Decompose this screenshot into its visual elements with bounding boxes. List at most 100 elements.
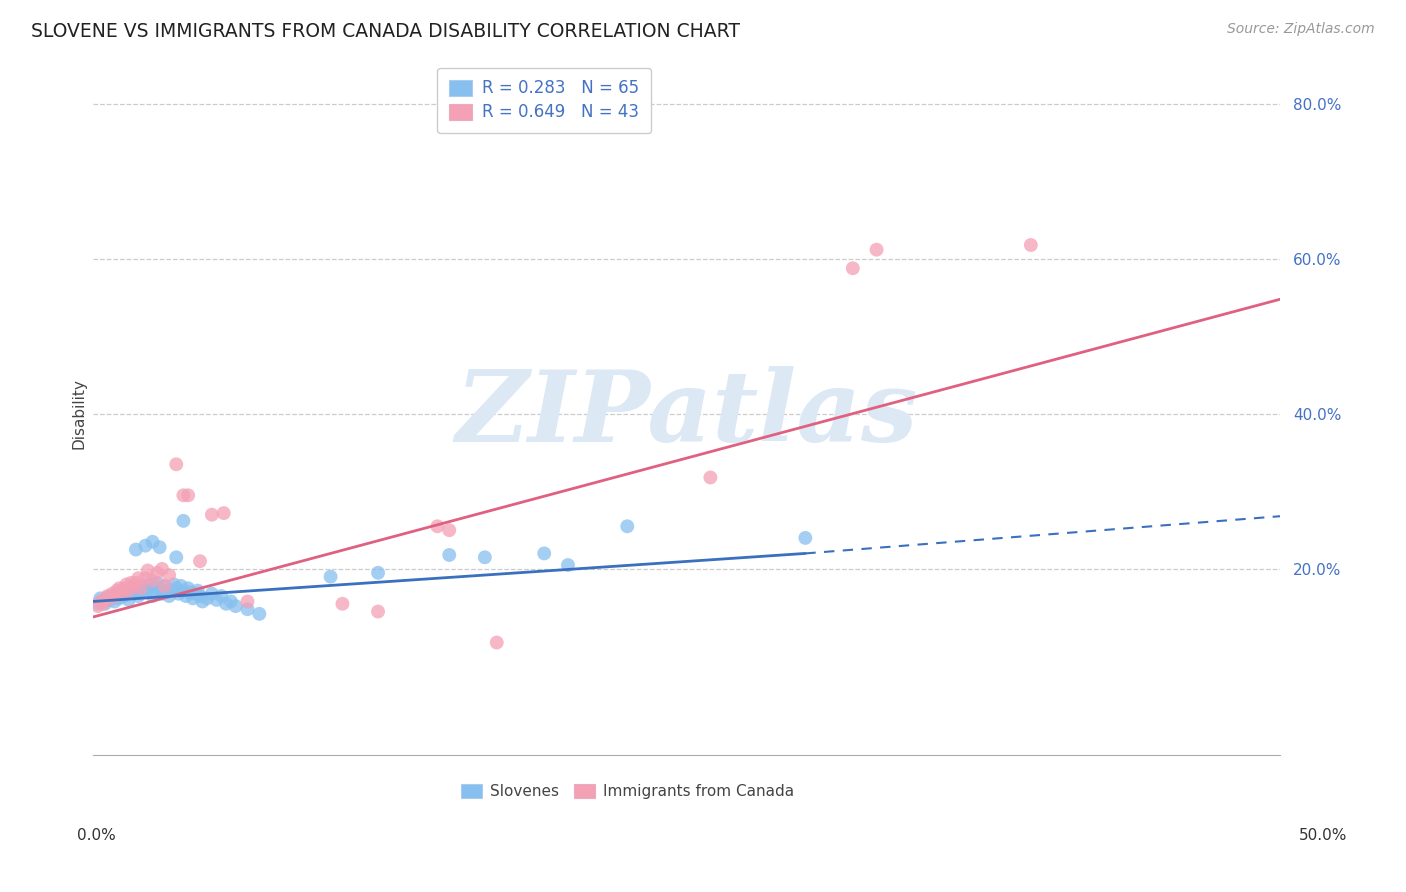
Point bbox=[120, 582, 142, 596]
Point bbox=[533, 546, 555, 560]
Point bbox=[172, 583, 194, 598]
Point bbox=[143, 583, 166, 598]
Point bbox=[165, 458, 187, 472]
Point bbox=[134, 539, 156, 553]
Point bbox=[118, 583, 141, 598]
Text: SLOVENE VS IMMIGRANTS FROM CANADA DISABILITY CORRELATION CHART: SLOVENE VS IMMIGRANTS FROM CANADA DISABI… bbox=[31, 22, 740, 41]
Point bbox=[1019, 238, 1042, 252]
Point bbox=[136, 582, 159, 596]
Point bbox=[134, 571, 156, 585]
Point bbox=[149, 582, 172, 596]
Point bbox=[174, 589, 197, 603]
Point bbox=[125, 575, 148, 590]
Point bbox=[191, 594, 214, 608]
Text: ZIPatlas: ZIPatlas bbox=[456, 366, 918, 462]
Point bbox=[332, 597, 354, 611]
Point bbox=[141, 534, 163, 549]
Point bbox=[319, 569, 342, 583]
Y-axis label: Disability: Disability bbox=[72, 378, 86, 450]
Point bbox=[699, 470, 721, 484]
Point bbox=[195, 591, 218, 606]
Point bbox=[108, 591, 131, 606]
Point bbox=[115, 583, 138, 598]
Point bbox=[112, 589, 135, 603]
Point bbox=[125, 542, 148, 557]
Point bbox=[118, 593, 141, 607]
Point bbox=[157, 589, 180, 603]
Point bbox=[105, 583, 128, 598]
Point bbox=[236, 594, 259, 608]
Text: 50.0%: 50.0% bbox=[1299, 829, 1347, 843]
Point bbox=[91, 597, 114, 611]
Point bbox=[108, 582, 131, 596]
Point bbox=[236, 602, 259, 616]
Point bbox=[96, 591, 118, 605]
Point bbox=[115, 577, 138, 591]
Point bbox=[150, 587, 173, 601]
Point bbox=[172, 488, 194, 502]
Point bbox=[160, 583, 183, 598]
Point bbox=[794, 531, 817, 545]
Point bbox=[122, 587, 145, 601]
Point bbox=[127, 571, 149, 585]
Point bbox=[149, 540, 172, 554]
Point bbox=[165, 582, 187, 596]
Point bbox=[225, 599, 247, 614]
Point bbox=[842, 261, 865, 276]
Point bbox=[89, 594, 111, 608]
Point bbox=[98, 593, 121, 607]
Point bbox=[139, 577, 162, 591]
Legend: Slovenes, Immigrants from Canada: Slovenes, Immigrants from Canada bbox=[454, 778, 800, 805]
Point bbox=[165, 550, 187, 565]
Point bbox=[112, 582, 135, 596]
Point bbox=[177, 582, 200, 596]
Point bbox=[153, 579, 176, 593]
Point bbox=[153, 579, 176, 593]
Point bbox=[485, 635, 508, 649]
Point bbox=[122, 579, 145, 593]
Point bbox=[146, 575, 169, 590]
Text: 0.0%: 0.0% bbox=[77, 829, 117, 843]
Point bbox=[367, 605, 389, 619]
Point bbox=[94, 597, 117, 611]
Point bbox=[201, 508, 224, 522]
Point bbox=[219, 594, 242, 608]
Point bbox=[247, 607, 270, 621]
Point bbox=[205, 593, 228, 607]
Point bbox=[101, 589, 124, 603]
Point bbox=[188, 589, 211, 603]
Point bbox=[172, 514, 194, 528]
Point bbox=[179, 585, 201, 599]
Point bbox=[215, 597, 238, 611]
Point bbox=[167, 587, 190, 601]
Point bbox=[91, 594, 114, 608]
Point bbox=[87, 599, 110, 614]
Point bbox=[141, 589, 163, 603]
Point bbox=[141, 574, 163, 588]
Point bbox=[426, 519, 449, 533]
Point bbox=[157, 568, 180, 582]
Point bbox=[136, 564, 159, 578]
Point bbox=[105, 587, 128, 601]
Text: Source: ZipAtlas.com: Source: ZipAtlas.com bbox=[1227, 22, 1375, 37]
Point bbox=[181, 591, 204, 606]
Point bbox=[125, 585, 148, 599]
Point bbox=[111, 585, 134, 599]
Point bbox=[150, 562, 173, 576]
Point bbox=[201, 587, 224, 601]
Point bbox=[103, 589, 125, 603]
Point bbox=[127, 589, 149, 603]
Point bbox=[94, 593, 117, 607]
Point bbox=[557, 558, 579, 572]
Point bbox=[212, 506, 235, 520]
Point bbox=[187, 583, 209, 598]
Point bbox=[439, 548, 461, 562]
Point bbox=[98, 591, 121, 606]
Point bbox=[184, 587, 207, 601]
Point bbox=[103, 594, 125, 608]
Point bbox=[129, 583, 152, 598]
Point bbox=[474, 550, 496, 565]
Point bbox=[439, 523, 461, 537]
Point bbox=[177, 488, 200, 502]
Point bbox=[367, 566, 389, 580]
